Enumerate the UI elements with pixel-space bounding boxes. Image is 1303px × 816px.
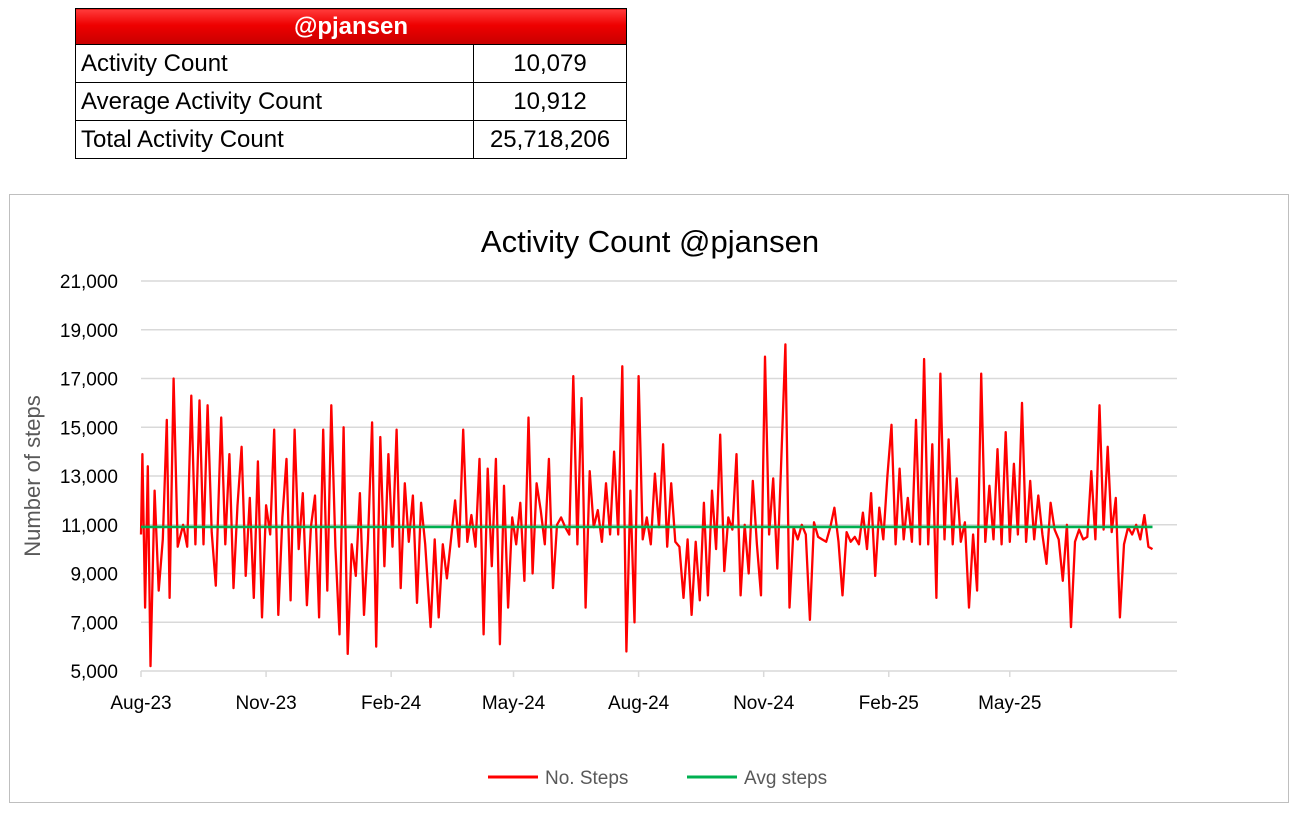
series-line-steps <box>139 343 1154 668</box>
y-tick-label: 5,000 <box>70 662 118 683</box>
x-tick-label: Feb-25 <box>859 693 919 714</box>
x-tick-label: May-25 <box>978 693 1041 714</box>
stats-row-value: 10,079 <box>473 44 627 83</box>
stats-row-value: 10,912 <box>473 82 627 121</box>
stats-row: Total Activity Count 25,718,206 <box>75 120 627 159</box>
y-tick-label: 13,000 <box>60 467 118 488</box>
legend: No. Steps Avg steps <box>488 768 827 789</box>
x-tick-label: Feb-24 <box>361 693 422 714</box>
legend-avg-label: Avg steps <box>744 768 827 789</box>
y-tick-label: 11,000 <box>61 516 118 537</box>
chart-frame: 5,000 7,000 9,000 11,000 13,000 15,000 17,000 1… <box>9 194 1289 803</box>
chart-title: Activity Count @pjansen <box>481 224 819 259</box>
stats-table: @pjansen Activity Count 10,079 Average A… <box>75 8 627 159</box>
y-tick-label: 17,000 <box>60 370 118 391</box>
x-tick-label: Nov-23 <box>235 693 296 714</box>
y-tick-label: 19,000 <box>60 321 118 342</box>
stats-row: Average Activity Count 10,912 <box>75 82 627 121</box>
x-axis: Aug-23 Nov-23 Feb-24 May-24 Aug-24 Nov-24 Feb-… <box>110 670 1177 714</box>
stats-header: @pjansen <box>75 8 627 45</box>
legend-steps-label: No. Steps <box>545 768 628 789</box>
stats-row-label: Total Activity Count <box>75 120 474 159</box>
stats-header-row: @pjansen <box>75 8 627 45</box>
x-tick-label: May-24 <box>482 693 546 714</box>
y-tick-label: 21,000 <box>60 272 118 293</box>
stats-row-label: Average Activity Count <box>75 82 474 121</box>
y-axis-title: Number of steps <box>20 395 45 556</box>
y-tick-label: 9,000 <box>70 565 118 586</box>
x-tick-label: Nov-24 <box>733 693 795 714</box>
y-tick-label: 7,000 <box>70 613 118 634</box>
stats-row-value: 25,718,206 <box>473 120 627 159</box>
y-axis-ticks: 5,000 7,000 9,000 11,000 13,000 15,000 17,000 1… <box>60 272 118 683</box>
x-tick-label: Aug-24 <box>608 693 670 714</box>
series-layer <box>139 343 1154 668</box>
y-tick-label: 15,000 <box>60 418 118 439</box>
x-tick-label: Aug-23 <box>110 693 171 714</box>
